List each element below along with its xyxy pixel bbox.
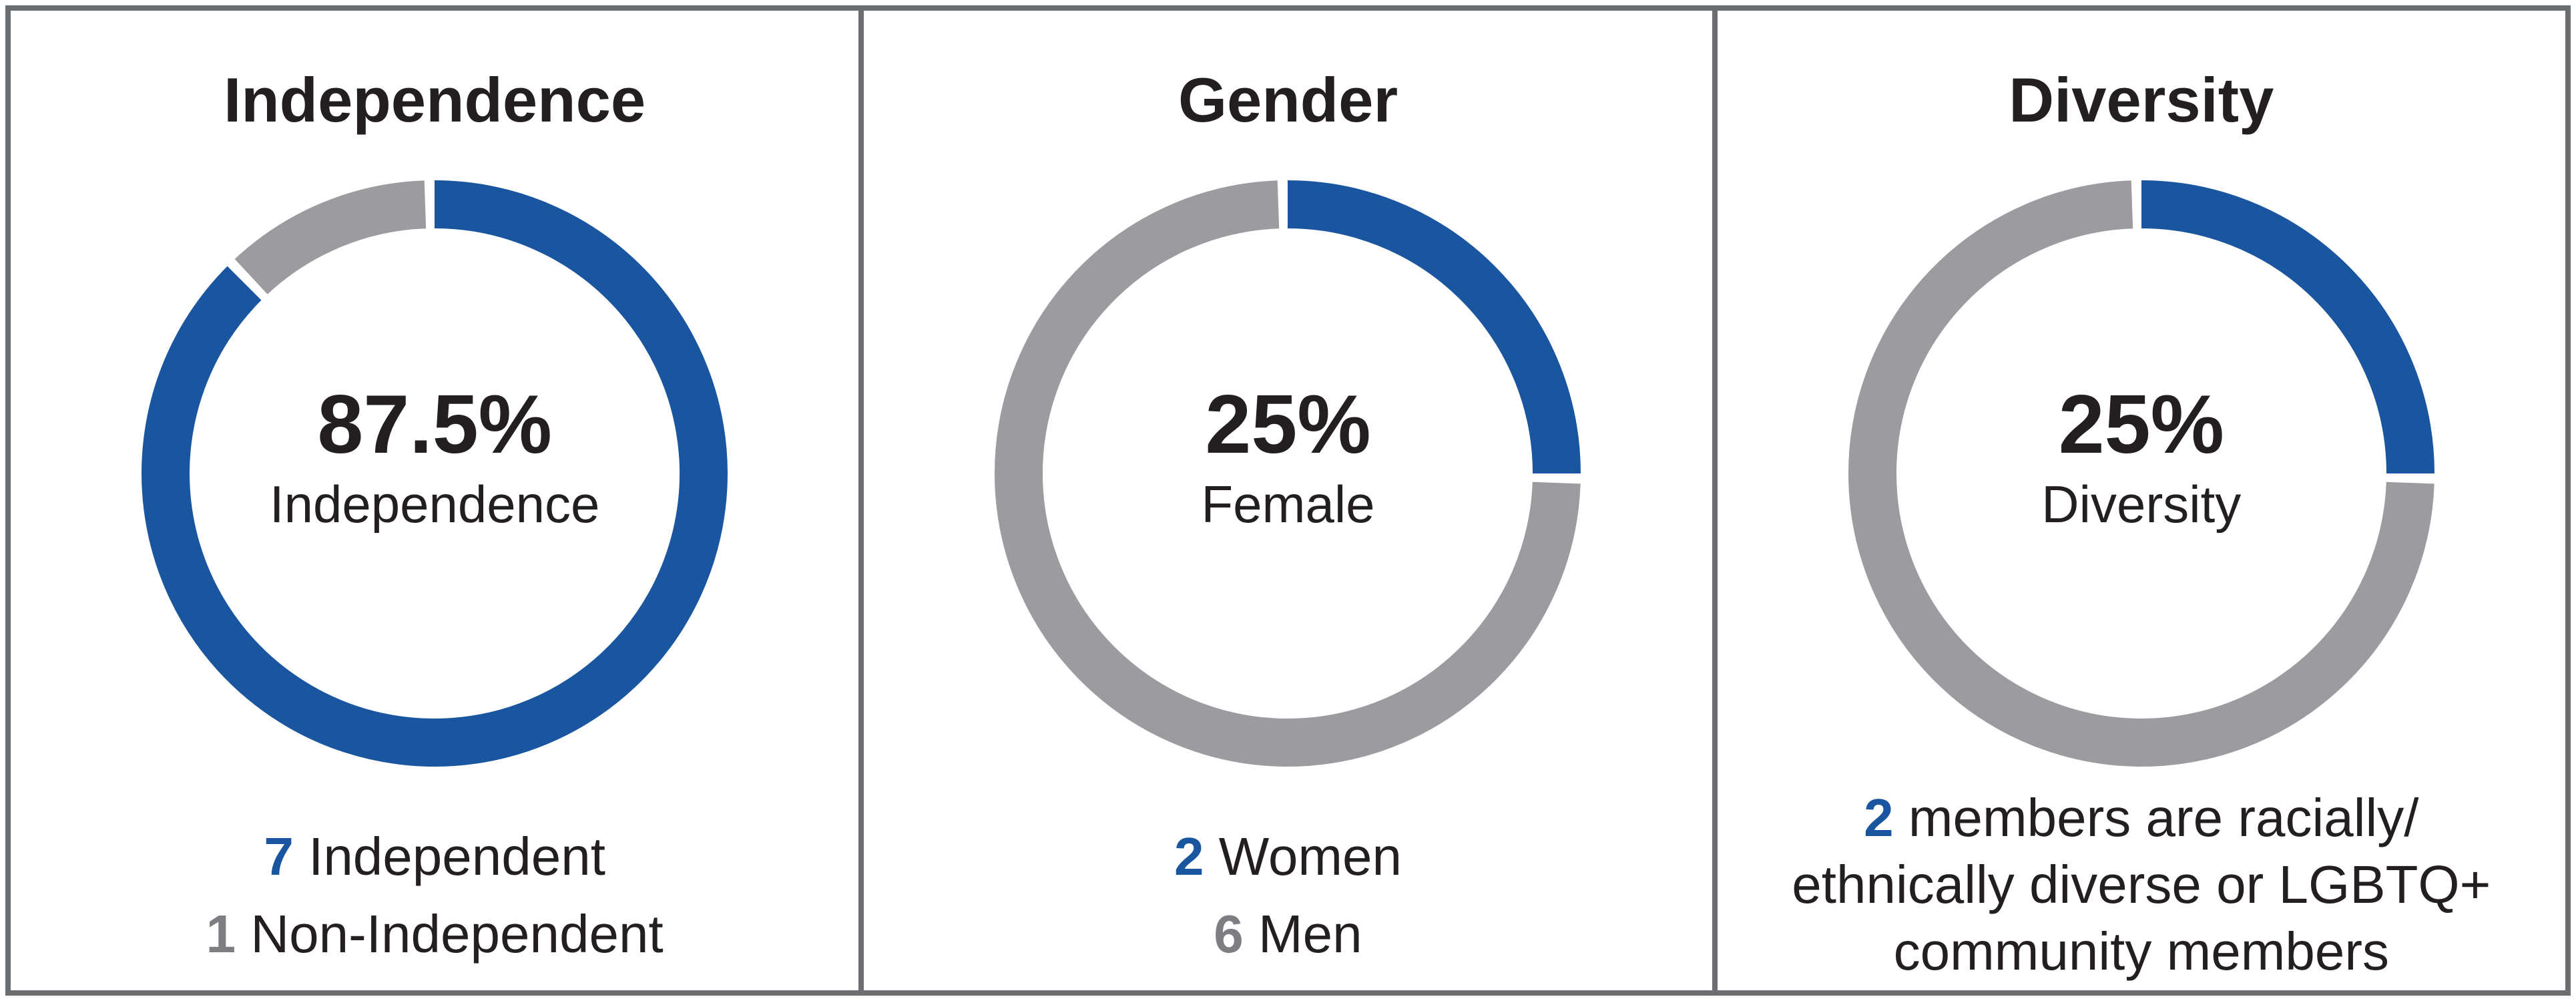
- legend-count-non-independent: 1: [206, 904, 236, 964]
- donut-svg: [142, 180, 728, 767]
- donut-slice-men: [995, 180, 1581, 767]
- panel-title: Gender: [1178, 65, 1398, 135]
- legend-line: 1 Non-Independent: [206, 895, 664, 973]
- panel-title: Independence: [224, 65, 646, 135]
- legend-text-independent: Independent: [293, 827, 605, 886]
- legend-count-women: 2: [1174, 827, 1204, 886]
- donut-slice-diverse: [2141, 180, 2434, 474]
- panel-gender: Gender 25% Female 2 Women 6 Men: [858, 11, 1712, 990]
- donut-slice-remaining: [1848, 180, 2434, 767]
- donut-svg: [995, 180, 1581, 767]
- panel-title: Diversity: [2009, 65, 2274, 135]
- legend-count-diverse: 2: [1864, 788, 1894, 847]
- legend-line: 6 Men: [1174, 895, 1402, 973]
- legend-independence: 7 Independent 1 Non-Independent: [206, 818, 664, 973]
- donut-chart-gender: 25% Female: [991, 176, 1585, 771]
- legend-text-non-independent: Non-Independent: [236, 904, 664, 964]
- legend-text-diverse-1: members are racially/: [1893, 788, 2419, 847]
- donut-slice-independent: [142, 180, 728, 767]
- donut-chart-independence: 87.5% Independence: [138, 176, 732, 771]
- legend-line: 2 members are racially/: [1792, 785, 2491, 851]
- legend-line: community members: [1792, 918, 2491, 985]
- donut-chart-diversity: 25% Diversity: [1844, 176, 2438, 771]
- legend-line: 2 Women: [1174, 818, 1402, 895]
- donut-slice-non-independent: [234, 180, 427, 294]
- legend-text-diverse-2: ethnically diverse or LGBTQ+: [1792, 855, 2491, 914]
- donut-svg: [1848, 180, 2434, 767]
- donut-slice-women: [1288, 180, 1581, 474]
- legend-text-men: Men: [1243, 904, 1362, 964]
- legend-count-men: 6: [1214, 904, 1244, 964]
- legend-text-diverse-3: community members: [1893, 922, 2390, 981]
- panel-independence: Independence 87.5% Independence 7 Indepe…: [11, 11, 858, 990]
- legend-gender: 2 Women 6 Men: [1174, 818, 1402, 973]
- legend-count-independent: 7: [264, 827, 294, 886]
- panel-diversity: Diversity 25% Diversity 2 members are ra…: [1712, 11, 2565, 990]
- legend-diversity: 2 members are racially/ ethnically diver…: [1792, 785, 2491, 985]
- legend-line: 7 Independent: [206, 818, 664, 895]
- legend-text-women: Women: [1204, 827, 1402, 886]
- infographic-frame: Independence 87.5% Independence 7 Indepe…: [5, 5, 2571, 996]
- legend-line: ethnically diverse or LGBTQ+: [1792, 851, 2491, 918]
